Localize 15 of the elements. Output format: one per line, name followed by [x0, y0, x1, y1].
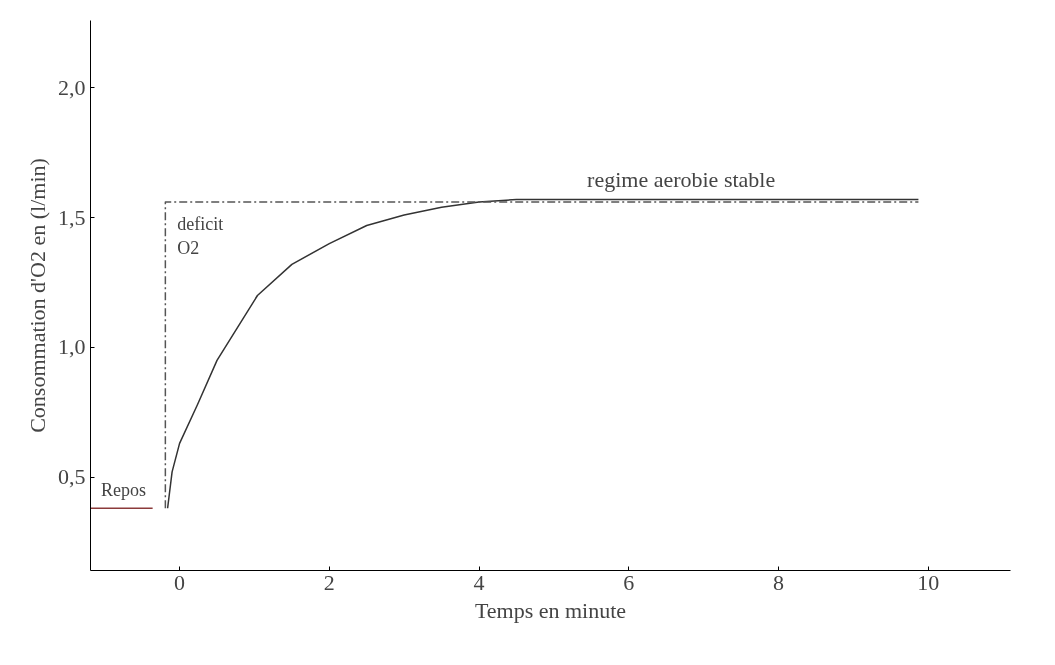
y-axis-title: Consommation d'O2 en (l/min)	[25, 158, 50, 433]
annotation: deficit O2	[177, 214, 224, 259]
y-tick-label: 1,5	[58, 204, 86, 230]
y-tick-label: 1,0	[58, 334, 86, 360]
x-tick-label: 8	[772, 569, 784, 595]
x-tick-label: 2	[323, 569, 335, 595]
x-tick-label: 10	[917, 569, 940, 595]
x-tick-label: 0	[174, 569, 186, 595]
y-tick-label: 2,0	[58, 74, 86, 100]
x-tick-label: 6	[623, 569, 635, 595]
x-axis-title: Temps en minute	[474, 597, 627, 623]
annotation: Repos	[100, 480, 146, 501]
annotation: regime aerobie stable	[587, 166, 776, 192]
x-tick-label: 4	[473, 569, 485, 595]
y-tick-label: 0,5	[58, 464, 86, 490]
